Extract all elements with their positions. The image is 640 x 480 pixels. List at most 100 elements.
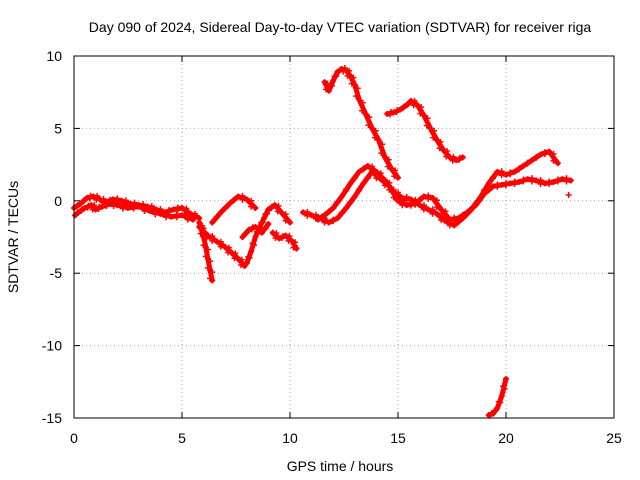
data-point	[317, 215, 324, 222]
data-point	[110, 203, 117, 210]
data-point	[377, 176, 384, 183]
data-point	[95, 206, 102, 213]
data-point	[541, 151, 548, 158]
data-point	[491, 408, 498, 415]
x-tick-label: 25	[606, 430, 622, 446]
data-segment	[196, 223, 248, 269]
data-point	[334, 198, 341, 205]
data-point	[456, 156, 463, 163]
data-point	[353, 93, 360, 100]
data-point	[278, 209, 285, 216]
data-point	[489, 174, 496, 181]
data-point	[173, 214, 180, 221]
data-point	[440, 147, 447, 154]
data-point	[78, 207, 85, 214]
data-point	[275, 203, 282, 210]
data-point	[338, 193, 345, 200]
data-point	[271, 202, 278, 209]
data-point	[248, 203, 255, 210]
data-point	[515, 166, 522, 173]
data-point	[411, 97, 418, 104]
data-point	[73, 203, 80, 210]
x-tick-label: 0	[70, 430, 78, 446]
data-point	[125, 205, 131, 212]
data-point	[282, 217, 289, 224]
data-point	[242, 230, 249, 237]
data-point	[330, 218, 337, 225]
data-point	[292, 239, 299, 246]
data-segment	[72, 199, 196, 223]
data-point	[91, 202, 98, 209]
data-point	[498, 393, 505, 400]
data-point	[507, 171, 514, 178]
data-point	[340, 68, 347, 75]
data-point	[243, 260, 250, 267]
data-point	[403, 197, 410, 204]
data-point	[135, 203, 142, 210]
data-segment	[315, 148, 561, 229]
tick-layer: 0 5 10 15 20 25 -15 -10 -5 0 5 10	[42, 48, 622, 446]
data-point	[546, 180, 553, 187]
data-point	[388, 165, 395, 172]
data-point	[405, 100, 412, 107]
data-point	[237, 262, 244, 269]
data-point	[213, 214, 220, 221]
data-point	[430, 134, 437, 141]
data-point	[252, 205, 259, 212]
data-point	[261, 215, 268, 222]
y-tick-label: -5	[50, 265, 63, 281]
data-point	[330, 205, 337, 212]
data-point	[351, 81, 358, 88]
data-point	[365, 122, 372, 129]
data-layer	[71, 65, 574, 419]
data-point	[437, 138, 444, 145]
data-point	[325, 219, 332, 226]
data-point	[494, 183, 501, 190]
data-point	[455, 219, 462, 226]
data-point	[546, 148, 553, 155]
data-point	[248, 226, 255, 233]
data-point	[321, 212, 328, 219]
data-point	[528, 157, 535, 164]
data-point	[420, 112, 427, 119]
y-tick-label: 10	[46, 48, 62, 64]
data-point	[382, 177, 389, 184]
data-point	[429, 194, 436, 201]
data-point	[399, 194, 406, 201]
data-point	[204, 246, 211, 253]
data-point	[511, 168, 518, 175]
data-point	[325, 208, 332, 215]
data-point	[362, 110, 369, 117]
data-point	[217, 209, 224, 216]
data-point	[472, 200, 479, 207]
data-point	[524, 176, 531, 183]
data-point	[200, 231, 207, 238]
data-segment	[485, 375, 509, 419]
data-point	[377, 170, 384, 177]
data-point	[500, 383, 507, 390]
data-point	[200, 225, 207, 232]
data-point	[252, 234, 259, 240]
data-point	[100, 195, 107, 202]
data-point	[351, 174, 358, 181]
data-point	[293, 245, 300, 252]
data-point	[209, 219, 216, 226]
data-point	[347, 180, 354, 187]
data-point	[378, 150, 385, 157]
data-point	[245, 253, 252, 260]
data-point	[290, 244, 297, 251]
data-point	[391, 173, 398, 180]
data-point	[230, 197, 237, 204]
data-point	[347, 198, 354, 205]
data-point	[395, 174, 401, 181]
data-point	[399, 105, 406, 112]
data-point	[146, 207, 153, 214]
data-point	[207, 258, 214, 265]
data-point	[354, 85, 361, 92]
data-point	[249, 240, 256, 247]
data-point	[226, 200, 233, 207]
data-point	[330, 77, 337, 84]
data-point	[261, 225, 268, 232]
